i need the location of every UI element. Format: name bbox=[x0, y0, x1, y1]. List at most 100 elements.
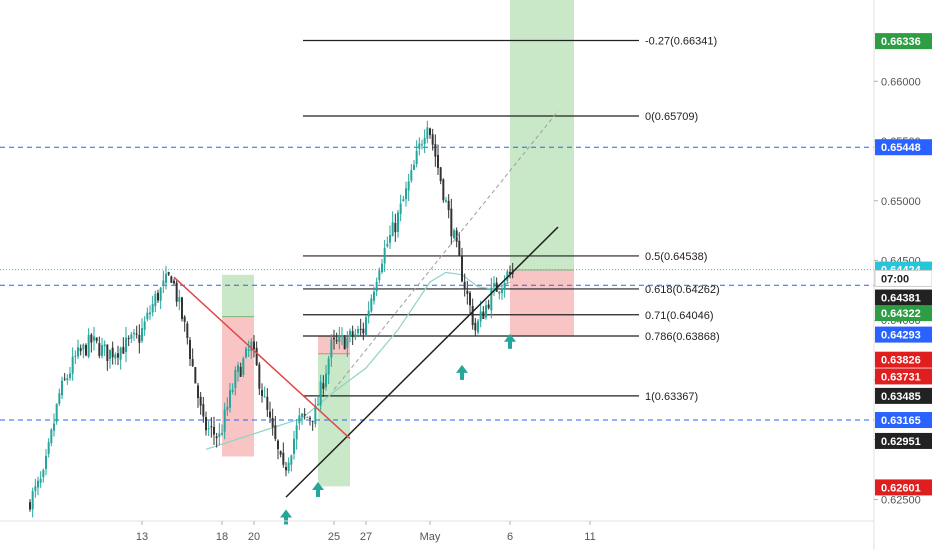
candle-body-78 bbox=[237, 365, 239, 372]
candle-body-139 bbox=[399, 203, 402, 214]
price-label-6: 0.64293 bbox=[875, 326, 932, 343]
candle-body-102 bbox=[301, 413, 303, 418]
candle-body-98 bbox=[290, 455, 293, 465]
candle-body-23 bbox=[90, 334, 93, 343]
candle-body-5 bbox=[42, 469, 45, 478]
candle-body-178 bbox=[503, 282, 506, 290]
price-label-8: 0.63731 bbox=[875, 368, 932, 385]
price-label-4: 0.64381 bbox=[875, 289, 932, 306]
candle-body-11 bbox=[58, 393, 61, 404]
time-tick-label-0: 13 bbox=[136, 531, 148, 543]
price-tick-label-2: 0.65000 bbox=[881, 196, 921, 208]
candle-body-115 bbox=[335, 340, 338, 342]
candle-body-152 bbox=[434, 144, 437, 157]
candle-body-144 bbox=[413, 164, 415, 170]
candle-body-121 bbox=[351, 331, 354, 337]
candle-body-60 bbox=[189, 340, 191, 360]
fib-level-label-1: 0(0.65709) bbox=[645, 111, 698, 123]
price-tick-label-0: 0.66000 bbox=[881, 76, 921, 88]
candle-body-133 bbox=[383, 248, 386, 264]
price-label-text-9: 0.63485 bbox=[881, 391, 921, 403]
candle-body-173 bbox=[490, 287, 493, 311]
trendline-uptrend[interactable] bbox=[285, 226, 559, 498]
candle-body-106 bbox=[311, 420, 314, 422]
candle-body-62 bbox=[194, 367, 197, 384]
candle-body-65 bbox=[202, 404, 205, 417]
candle-body-30 bbox=[109, 349, 111, 359]
price-label-12: 0.62601 bbox=[875, 479, 932, 496]
candle-body-165 bbox=[469, 292, 471, 306]
candle-body-147 bbox=[421, 144, 423, 146]
candle-body-52 bbox=[167, 272, 170, 275]
candle-body-86 bbox=[258, 364, 261, 389]
price-label-text-12: 0.62601 bbox=[881, 482, 921, 494]
candle-body-97 bbox=[287, 462, 290, 472]
candle-body-67 bbox=[207, 428, 210, 430]
candle-body-6 bbox=[45, 455, 47, 470]
fib-retracement[interactable]: -0.27(0.66341) 0(0.65709) 0.5(0.64538) 0.61… bbox=[303, 36, 720, 403]
candle-body-49 bbox=[159, 287, 162, 301]
candle-body-31 bbox=[111, 347, 114, 358]
candle-body-120 bbox=[349, 330, 351, 337]
candle-body-68 bbox=[210, 426, 213, 428]
candle-body-174 bbox=[493, 283, 495, 287]
candle-body-14 bbox=[66, 378, 69, 381]
candle-body-119 bbox=[346, 337, 349, 348]
time-axis[interactable]: 13 20 27 May 6 11 18 25 bbox=[0, 520, 874, 543]
candle-body-158 bbox=[450, 208, 453, 237]
candle-body-28 bbox=[103, 344, 106, 347]
candle-body-37 bbox=[127, 338, 130, 340]
price-label-text-0: 0.66336 bbox=[881, 36, 921, 48]
trendline-downtrend[interactable] bbox=[173, 276, 351, 440]
candle-body-38 bbox=[130, 334, 133, 339]
candle-body-64 bbox=[199, 396, 202, 406]
candle-body-167 bbox=[474, 322, 477, 331]
position-stop-zone-0 bbox=[222, 316, 254, 457]
candle-body-149 bbox=[426, 127, 429, 139]
candle-body-70 bbox=[215, 436, 218, 439]
moving-average bbox=[205, 271, 511, 450]
candle-body-96 bbox=[285, 467, 287, 471]
candle-body-162 bbox=[461, 255, 463, 282]
trendlines[interactable] bbox=[173, 110, 559, 498]
price-label-text-6: 0.64293 bbox=[881, 330, 921, 342]
price-label-text-11: 0.62951 bbox=[881, 436, 921, 448]
trendline-diagonal[interactable] bbox=[333, 110, 559, 390]
candle-body-104 bbox=[306, 417, 309, 419]
candle-body-9 bbox=[53, 423, 55, 431]
candlesticks bbox=[29, 120, 514, 518]
candle-body-155 bbox=[442, 179, 445, 201]
candle-body-33 bbox=[117, 353, 119, 358]
candle-body-19 bbox=[79, 348, 82, 352]
candle-body-3 bbox=[37, 480, 39, 488]
candle-body-170 bbox=[482, 311, 485, 319]
buy-arrow-icon-0 bbox=[280, 509, 292, 525]
candle-body-177 bbox=[501, 288, 503, 293]
candle-body-83 bbox=[250, 341, 253, 352]
candle-body-114 bbox=[333, 337, 335, 340]
candle-body-145 bbox=[415, 150, 418, 165]
candle-body-113 bbox=[330, 339, 333, 358]
candle-body-164 bbox=[466, 290, 469, 294]
candle-body-160 bbox=[455, 230, 458, 242]
candle-body-134 bbox=[386, 243, 389, 247]
time-tick-label-5: 11 bbox=[584, 531, 595, 543]
price-label-11: 0.62951 bbox=[875, 432, 932, 449]
candle-body-35 bbox=[122, 346, 125, 354]
candle-body-40 bbox=[135, 333, 138, 335]
candle-body-74 bbox=[226, 406, 229, 410]
candle-body-56 bbox=[178, 297, 181, 303]
buy-arrow-icon-3 bbox=[504, 333, 516, 349]
candle-body-44 bbox=[146, 312, 149, 320]
candle-body-27 bbox=[101, 345, 103, 356]
candle-body-157 bbox=[447, 200, 450, 211]
candle-body-124 bbox=[359, 328, 362, 330]
candle-body-94 bbox=[279, 451, 282, 455]
candle-body-135 bbox=[389, 235, 391, 243]
candle-body-127 bbox=[367, 310, 370, 317]
candle-body-34 bbox=[119, 347, 122, 360]
price-label-1: 0.65448 bbox=[875, 139, 932, 156]
